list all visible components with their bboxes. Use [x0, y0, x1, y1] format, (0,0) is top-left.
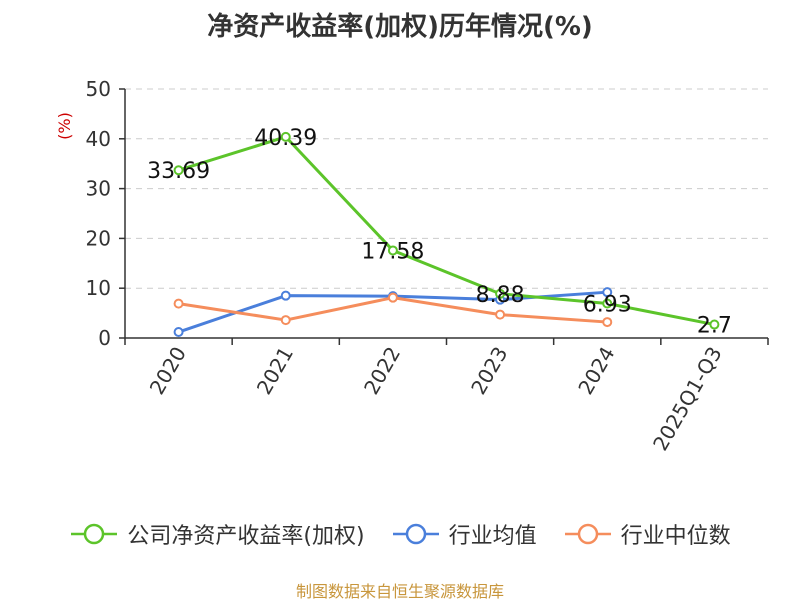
data-label: 40.39 — [254, 126, 317, 151]
data-point — [709, 319, 720, 330]
x-tick-label: 2023 — [466, 343, 512, 399]
y-tick-label: 40 — [86, 127, 111, 151]
data-point — [280, 131, 291, 142]
data-point — [173, 298, 184, 309]
legend-swatch-icon — [392, 523, 439, 545]
legend-item[interactable]: 行业中位数 — [563, 518, 731, 550]
x-tick-label: 2022 — [359, 343, 405, 399]
data-point — [387, 245, 398, 256]
data-point — [173, 165, 184, 176]
data-label: 17.58 — [361, 239, 424, 264]
x-tick-label: 2021 — [252, 343, 298, 399]
legend-swatch-icon — [564, 523, 611, 545]
y-tick-label: 50 — [86, 77, 111, 101]
data-label: 2.7 — [697, 314, 732, 339]
grid-lines — [125, 88, 768, 289]
source-note: 制图数据来自恒生聚源数据库 — [295, 582, 504, 601]
axes: 0 10 20 30 40 50 2020 2021 2022 2023 2024 2025Q1-Q3 — [86, 77, 769, 455]
data-label: 6.93 — [583, 292, 632, 317]
y-tick-label: 30 — [86, 177, 111, 201]
data-point — [602, 317, 613, 328]
data-point — [495, 288, 506, 299]
legend-item[interactable]: 行业均值 — [391, 518, 537, 550]
data-point — [602, 298, 613, 309]
x-tick-label: 2024 — [573, 343, 619, 399]
legend: 公司净资产收益率(加权) 行业均值 行业中位数 — [0, 518, 800, 550]
data-point — [602, 287, 613, 298]
legend-label: 行业中位数 — [620, 524, 731, 549]
data-point — [173, 327, 184, 338]
legend-label: 行业均值 — [448, 524, 537, 549]
legend-swatch-icon — [71, 523, 118, 545]
data-point — [495, 309, 506, 320]
data-labels: 33.69 40.39 17.58 8.88 6.93 2.7 — [147, 126, 732, 339]
x-tick-label: 2020 — [145, 343, 191, 399]
series-line — [178, 135, 715, 327]
legend-label: 公司净资产收益率(加权) — [127, 524, 365, 549]
data-point — [280, 315, 291, 326]
data-label: 8.88 — [476, 283, 525, 308]
data-label: 33.69 — [147, 159, 210, 184]
data-point — [280, 290, 291, 301]
y-axis-label: (%) — [55, 112, 74, 140]
y-tick-label: 10 — [86, 276, 111, 300]
y-tick-label: 20 — [86, 226, 111, 250]
x-tick-label: 2025Q1-Q3 — [648, 343, 727, 455]
y-tick-label: 0 — [98, 326, 111, 350]
series-lines — [173, 131, 720, 338]
chart-title: 净资产收益率(加权)历年情况(%) — [207, 12, 593, 42]
legend-item[interactable]: 公司净资产收益率(加权) — [69, 518, 365, 550]
data-point — [387, 292, 398, 303]
